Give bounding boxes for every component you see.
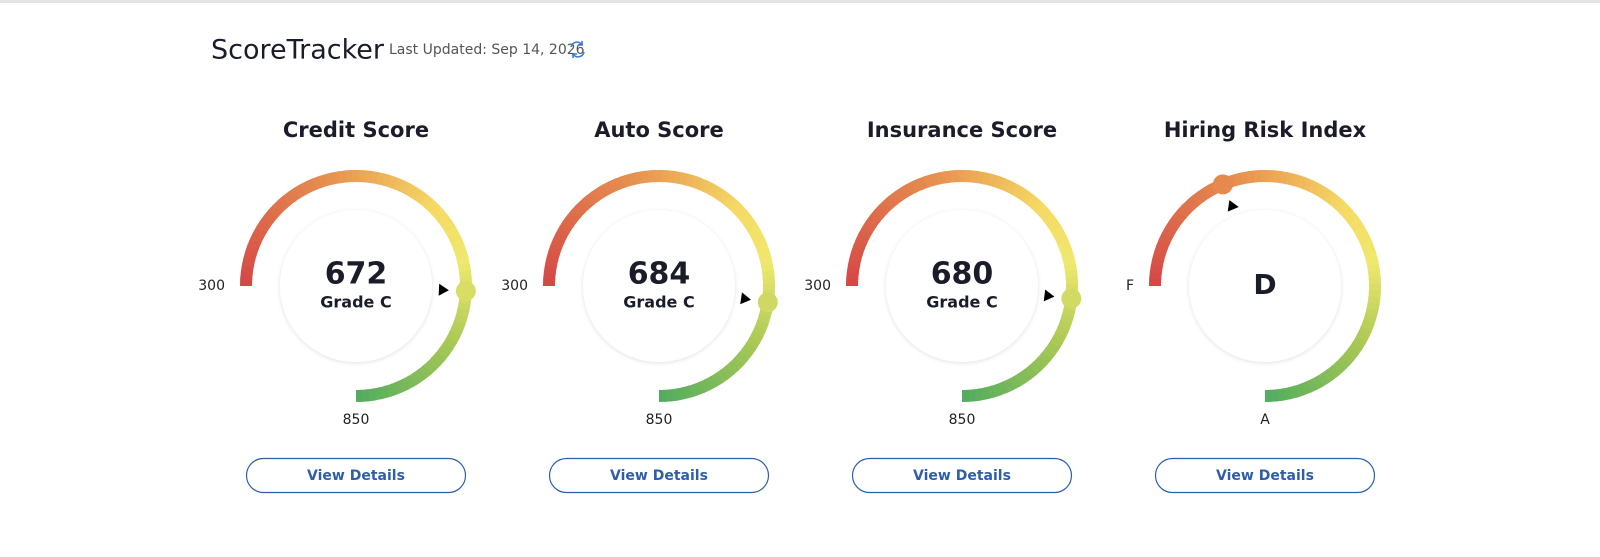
score-grade: Grade C [623,293,694,312]
gauge-pointer [439,284,450,296]
gauge-pointer [1224,198,1239,212]
gauge-min-label: 300 [804,278,831,294]
gauge-pointer [740,292,752,305]
view-details-button[interactable]: View Details [1156,459,1375,493]
gauge-min-label: F [1126,278,1134,294]
gauge-title: Hiring Risk Index [1164,118,1367,142]
view-details-button[interactable]: View Details [550,459,769,493]
gauge-max-label: 850 [343,412,370,428]
top-border [0,0,1600,3]
gauge-marker [1213,174,1233,194]
gauge-marker [456,281,476,301]
score-grade: Grade C [320,293,391,312]
view-details-button[interactable]: View Details [853,459,1072,493]
score-value: 680 [931,257,994,292]
score-grade: Grade C [926,293,997,312]
gauge-max-label: 850 [949,412,976,428]
button-label: View Details [913,468,1011,484]
button-label: View Details [307,468,405,484]
app-title: ScoreTracker [211,35,385,66]
score-value: D [1253,268,1276,301]
last-updated: Last Updated: Sep 14, 2026 [389,42,585,58]
gauge-min-label: 300 [198,278,225,294]
gauge-marker [758,292,778,312]
gauge-min-label: 300 [501,278,528,294]
button-label: View Details [610,468,708,484]
gauge-title: Auto Score [594,118,724,142]
gauge-title: Insurance Score [867,118,1057,142]
score-card: Hiring Risk Index F A D View Details [1126,118,1375,493]
view-details-button[interactable]: View Details [247,459,466,493]
button-label: View Details [1216,468,1314,484]
gauge-max-label: 850 [646,412,673,428]
gauge-pointer [1044,290,1055,303]
gauge-max-label: A [1260,412,1270,428]
gauge-title: Credit Score [283,118,429,142]
gauge-marker [1061,289,1081,309]
score-value: 672 [325,257,388,292]
score-value: 684 [628,257,691,292]
